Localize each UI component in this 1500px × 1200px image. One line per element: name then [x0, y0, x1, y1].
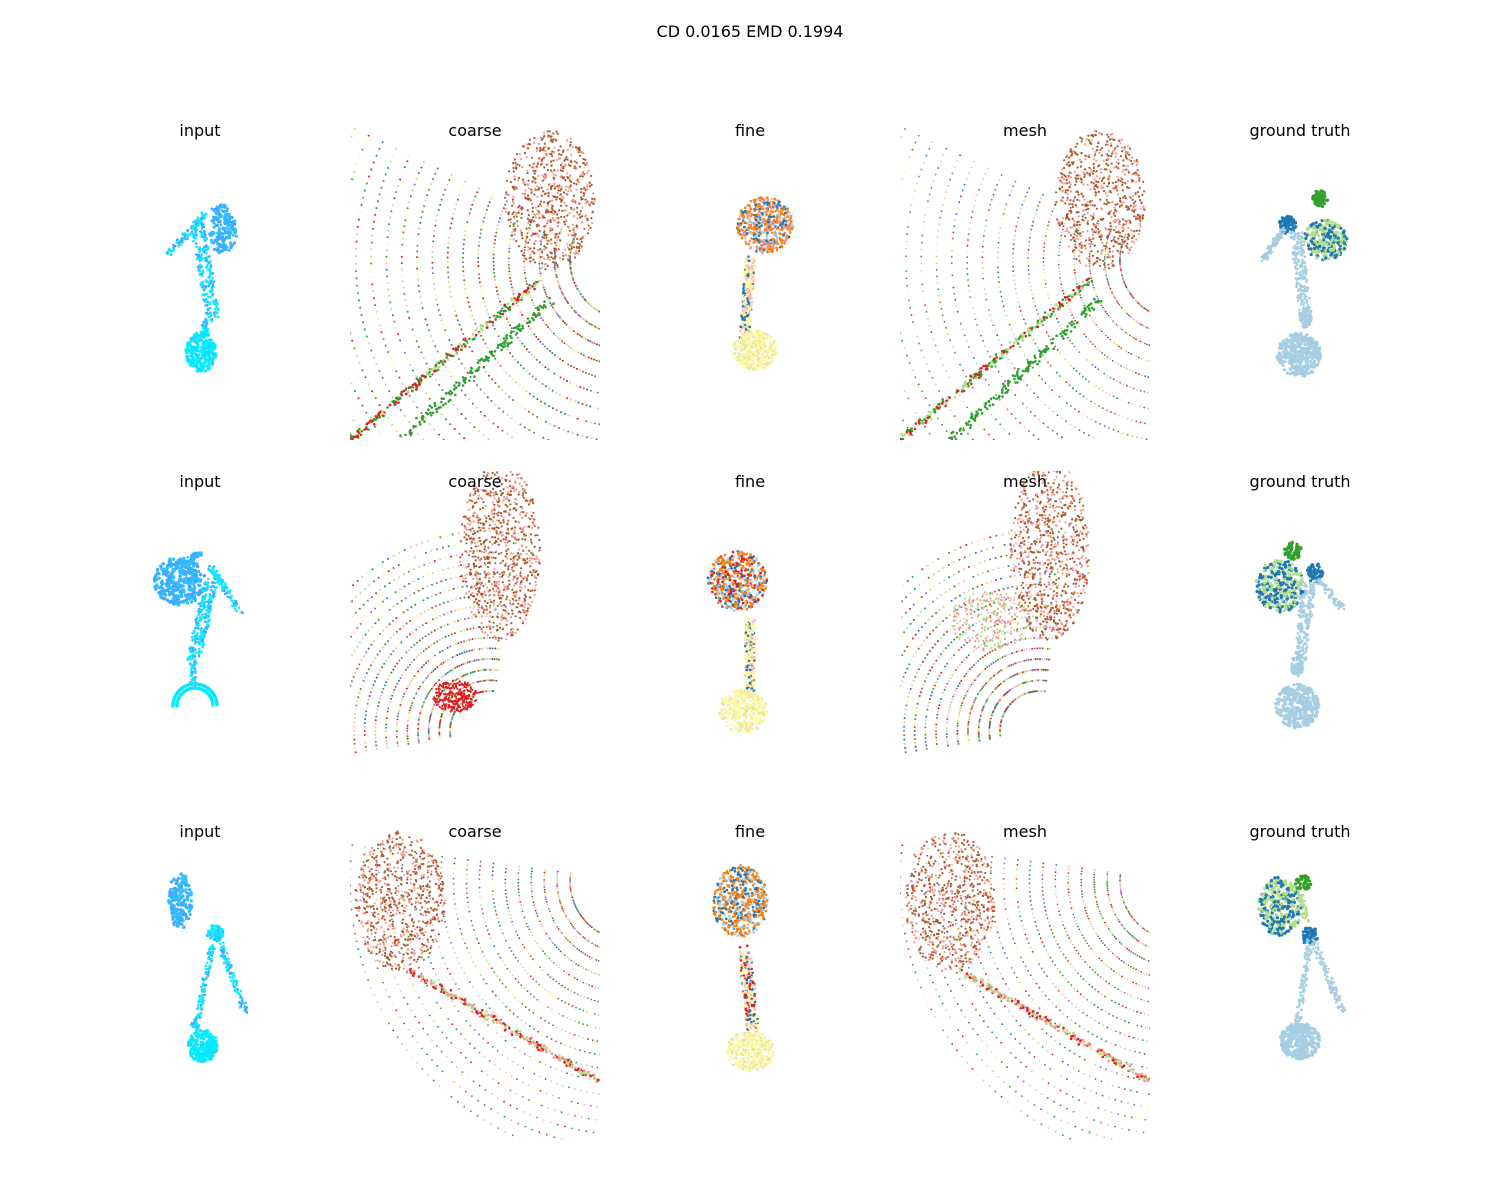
point-cloud-coarse	[350, 471, 541, 754]
point-cloud-points	[732, 196, 795, 371]
point-cloud-fine	[732, 196, 795, 371]
point-cloud-ground-truth	[1260, 189, 1349, 378]
panel-title: mesh	[900, 471, 1150, 493]
panel-title: ground truth	[1175, 821, 1425, 843]
panel-fine-row1: fine	[625, 120, 875, 440]
point-cloud-coarse	[350, 830, 600, 1140]
panel-title: ground truth	[1175, 471, 1425, 493]
point-cloud-mesh	[900, 832, 1150, 1140]
point-cloud-points	[167, 872, 249, 1064]
point-cloud-mesh	[900, 128, 1150, 440]
point-cloud-points	[900, 128, 1150, 440]
point-cloud-points	[165, 203, 238, 373]
point-cloud-fine	[712, 863, 775, 1072]
panel-title: input	[75, 120, 325, 142]
panel-gt-row3: ground truth	[1175, 821, 1425, 1141]
panel-coarse-row2: coarse	[350, 471, 600, 791]
panel-title: mesh	[900, 120, 1150, 142]
panel-title: fine	[625, 821, 875, 843]
point-cloud-points	[350, 128, 600, 440]
point-cloud-points	[900, 832, 1150, 1140]
panel-gt-row1: ground truth	[1175, 120, 1425, 440]
point-cloud-ground-truth	[1256, 874, 1347, 1061]
panel-input-row1: input	[75, 120, 325, 440]
point-cloud-input	[165, 203, 238, 373]
point-cloud-points	[152, 551, 245, 708]
point-cloud-points	[350, 830, 600, 1140]
panel-title: coarse	[350, 471, 600, 493]
point-cloud-coarse	[350, 128, 600, 440]
point-cloud-points	[350, 471, 541, 754]
panel-mesh-row3: mesh	[900, 821, 1150, 1141]
point-cloud-points	[900, 471, 1090, 754]
point-cloud-points	[1256, 874, 1347, 1061]
point-cloud-points	[706, 550, 769, 734]
panel-coarse-row1: coarse	[350, 120, 600, 440]
panel-title: coarse	[350, 821, 600, 843]
panel-fine-row2: fine	[625, 471, 875, 791]
panel-title: fine	[625, 120, 875, 142]
point-cloud-input	[167, 872, 249, 1064]
panel-coarse-row3: coarse	[350, 821, 600, 1141]
point-cloud-mesh	[900, 471, 1090, 754]
panel-title: mesh	[900, 821, 1150, 843]
point-cloud-points	[1260, 189, 1349, 378]
figure-suptitle: CD 0.0165 EMD 0.1994	[0, 22, 1500, 41]
point-cloud-input	[152, 551, 245, 708]
panel-title: input	[75, 471, 325, 493]
panel-input-row3: input	[75, 821, 325, 1141]
panel-title: input	[75, 821, 325, 843]
panel-mesh-row1: mesh	[900, 120, 1150, 440]
panel-gt-row2: ground truth	[1175, 471, 1425, 791]
panel-mesh-row2: mesh	[900, 471, 1150, 791]
panel-title: fine	[625, 471, 875, 493]
panel-title: ground truth	[1175, 120, 1425, 142]
panel-fine-row3: fine	[625, 821, 875, 1141]
point-cloud-points	[712, 863, 775, 1072]
point-cloud-points	[1255, 540, 1346, 730]
point-cloud-ground-truth	[1255, 540, 1346, 730]
point-cloud-fine	[706, 550, 769, 734]
panel-title: coarse	[350, 120, 600, 142]
panel-input-row2: input	[75, 471, 325, 791]
